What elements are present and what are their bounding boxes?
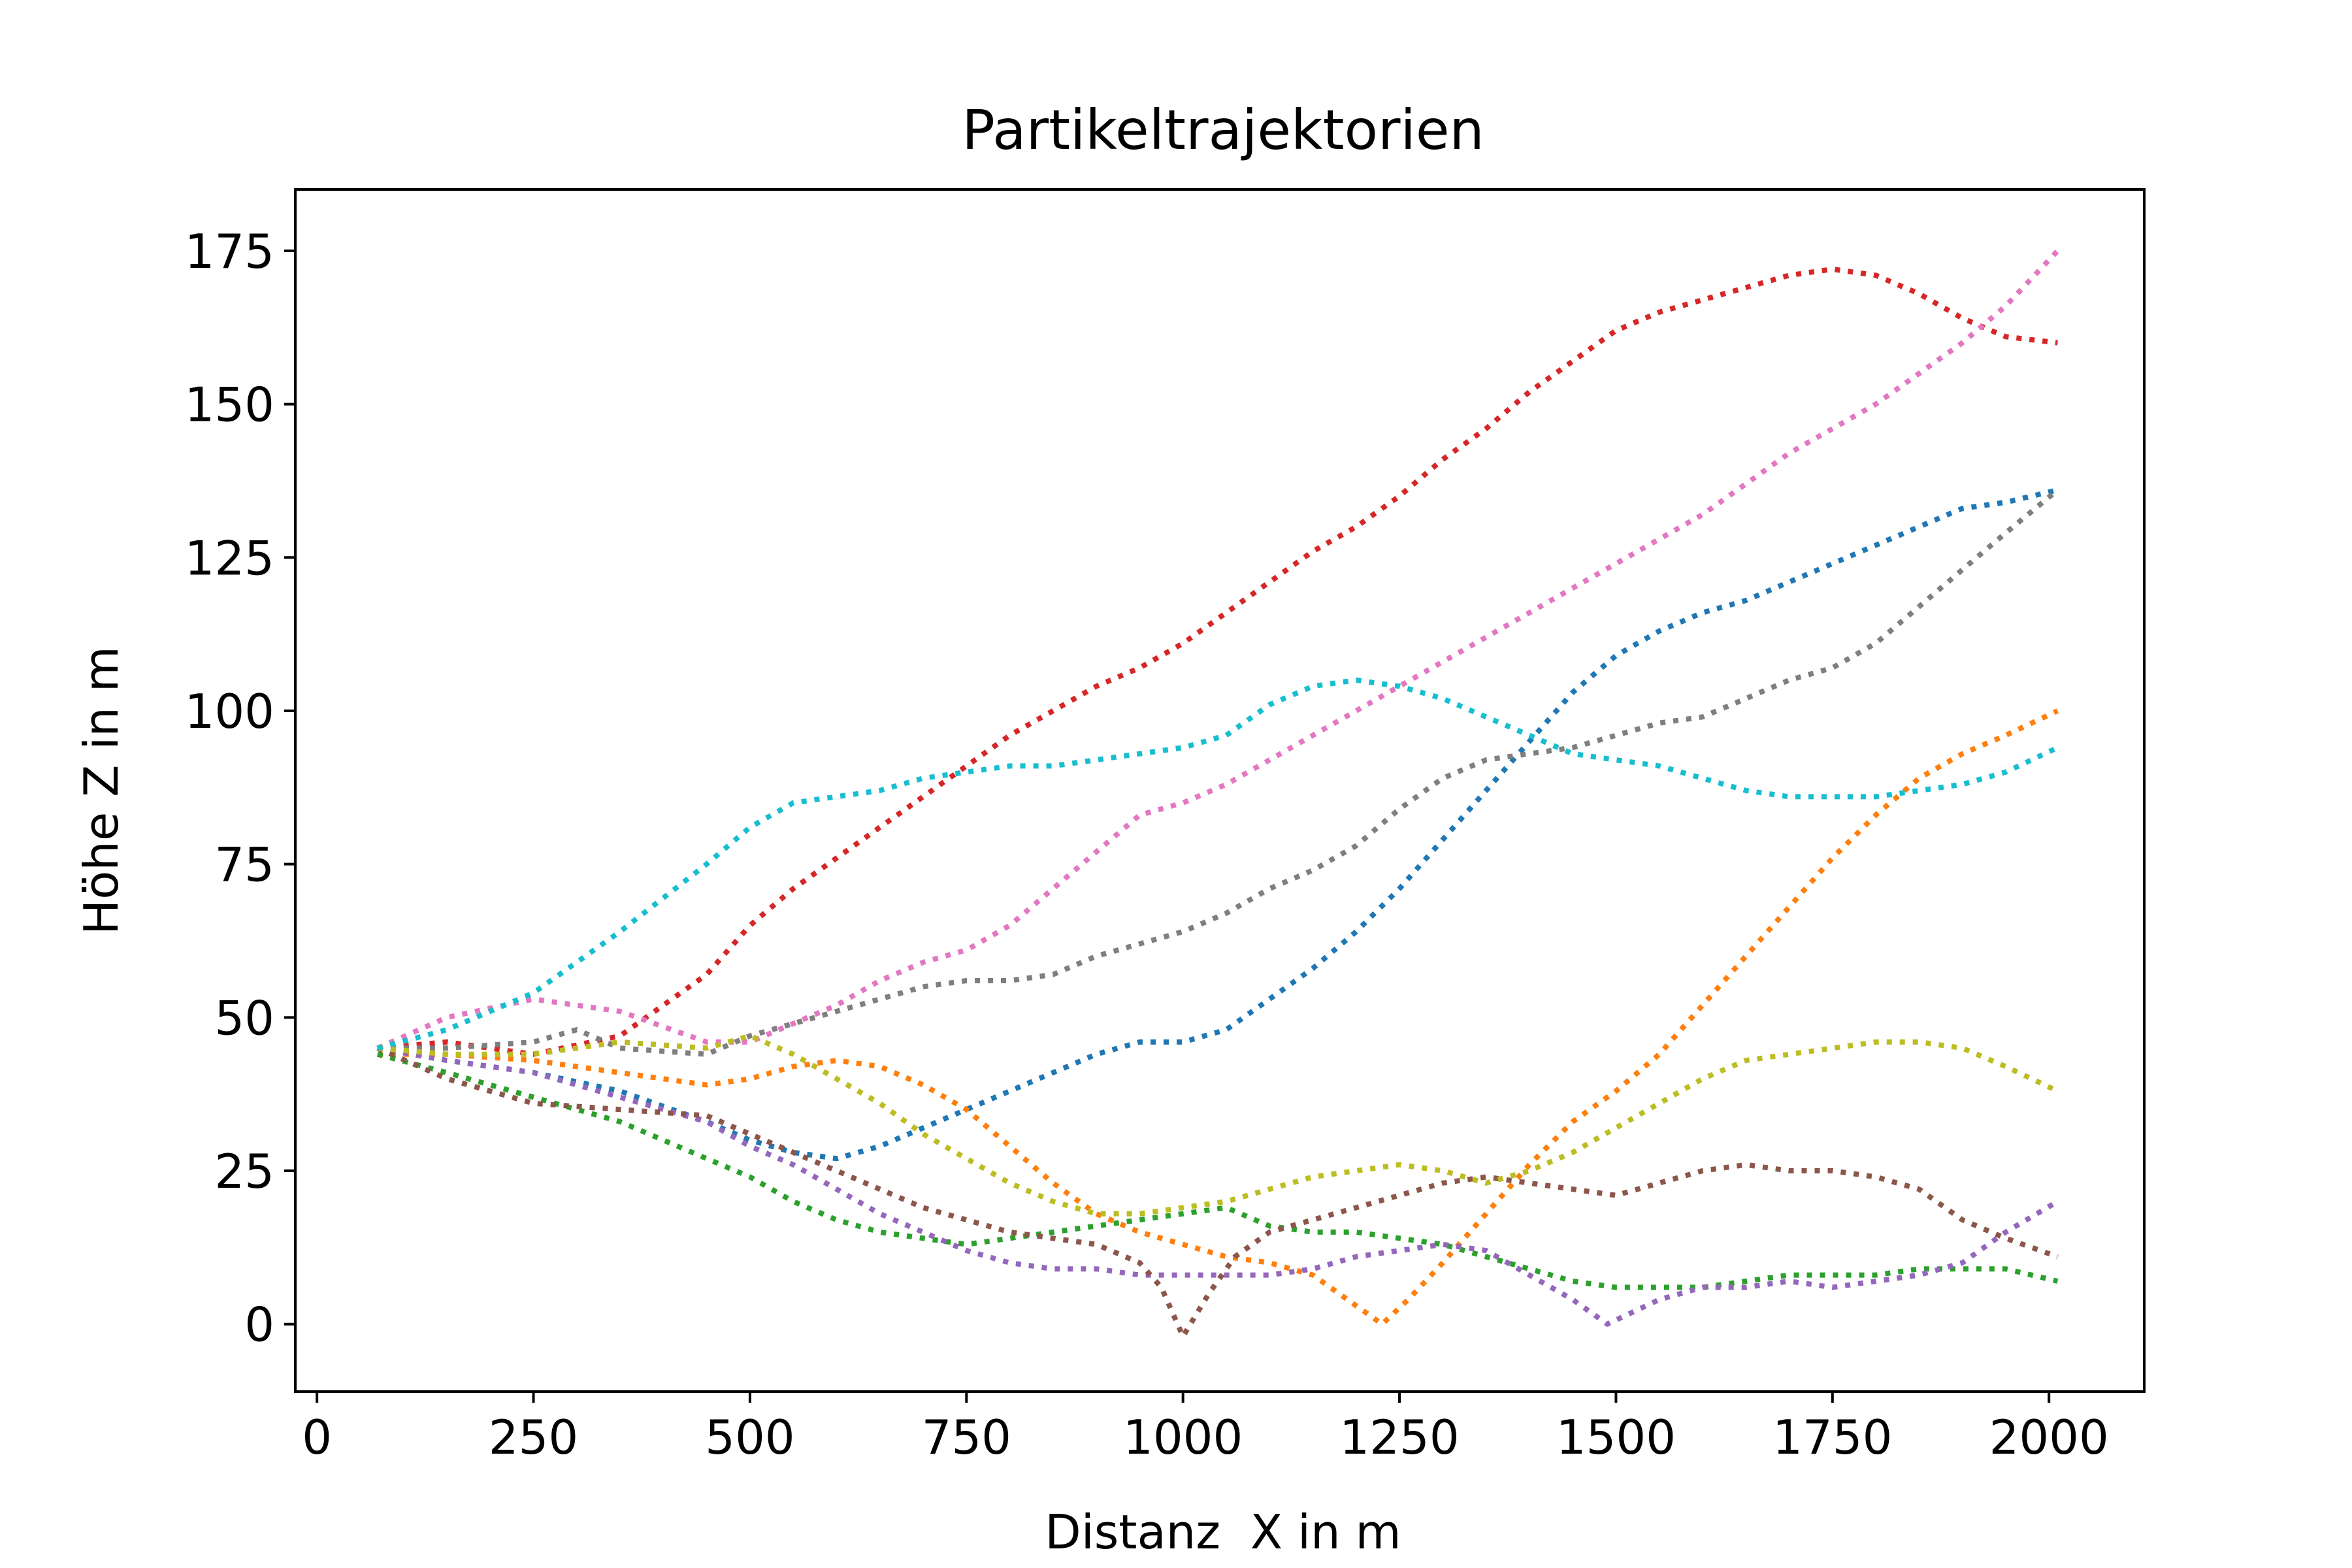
chart-title: Partikeltrajektorien	[962, 98, 1484, 162]
x-tick-label: 1000	[1123, 1410, 1243, 1465]
y-tick-label: 75	[214, 838, 274, 892]
y-tick-label: 50	[214, 990, 274, 1045]
trajectory-line-4	[377, 267, 2058, 1057]
x-tick-label: 750	[922, 1410, 1011, 1465]
y-tick-label: 150	[185, 378, 274, 433]
trajectory-line-8	[377, 487, 2059, 1057]
trajectory-line-7	[376, 249, 2060, 1051]
x-axis-label: Distanz X in m	[1045, 1505, 1401, 1560]
y-tick-label: 0	[244, 1298, 274, 1352]
trajectory-line-2	[377, 708, 2059, 1327]
x-tick-label: 1250	[1339, 1410, 1459, 1465]
x-tick-label: 2000	[1989, 1410, 2109, 1465]
y-tick-label: 125	[185, 531, 274, 585]
y-tick-label: 175	[185, 224, 274, 279]
trajectory-line-9	[377, 1033, 2059, 1217]
x-tick-label: 1500	[1556, 1410, 1676, 1465]
trajectory-line-5	[377, 1045, 2059, 1327]
trajectory-line-3	[376, 1051, 2059, 1290]
y-tick-label: 25	[214, 1144, 274, 1199]
y-tick-label: 100	[185, 684, 274, 739]
x-tick-label: 0	[302, 1410, 332, 1465]
x-tick-label: 500	[705, 1410, 794, 1465]
series-layer	[376, 249, 2060, 1339]
y-axis-ticks: 0 25 50 75 100 125 150 175	[185, 224, 295, 1352]
x-axis-ticks: 0 250 500 750 1000 1250 1500 1750 2000	[302, 1392, 2109, 1465]
y-axis-label: Höhe Z in m	[74, 646, 129, 935]
trajectory-line-10	[376, 678, 2059, 1051]
trajectory-line-1	[377, 487, 2059, 1162]
x-tick-label: 250	[489, 1410, 578, 1465]
plot-frame	[294, 188, 2146, 1393]
x-tick-label: 1750	[1772, 1410, 1892, 1465]
